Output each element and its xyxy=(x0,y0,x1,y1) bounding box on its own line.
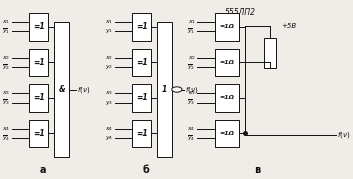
Text: 555ЛП2: 555ЛП2 xyxy=(225,8,256,17)
Bar xyxy=(29,49,48,76)
Text: $x_{3}$: $x_{3}$ xyxy=(105,89,113,97)
Text: =1: =1 xyxy=(136,22,148,31)
Text: $x_{4}$: $x_{4}$ xyxy=(2,125,11,133)
Text: в: в xyxy=(255,165,261,175)
Bar xyxy=(264,38,276,68)
Text: =1: =1 xyxy=(136,129,148,138)
Text: =1Ω: =1Ω xyxy=(219,131,234,136)
Text: $f(\nu)$: $f(\nu)$ xyxy=(185,84,198,95)
Text: $y_{2}$: $y_{2}$ xyxy=(105,63,113,71)
Bar xyxy=(215,84,239,112)
Text: $f(\nu)$: $f(\nu)$ xyxy=(337,130,351,140)
Text: +5В: +5В xyxy=(281,23,297,29)
Text: $f(\nu)$: $f(\nu)$ xyxy=(77,84,90,95)
Circle shape xyxy=(172,87,182,92)
Text: $\overline{y}_{3}$: $\overline{y}_{3}$ xyxy=(187,98,196,107)
Text: =1: =1 xyxy=(33,93,44,102)
Bar xyxy=(132,84,151,112)
Text: $x_{2}$: $x_{2}$ xyxy=(187,54,196,62)
Text: $x_{1}$: $x_{1}$ xyxy=(2,18,11,26)
Text: $x_{3}$: $x_{3}$ xyxy=(187,89,196,97)
Bar xyxy=(132,13,151,41)
Text: а: а xyxy=(40,165,46,175)
Text: б: б xyxy=(143,165,149,175)
Text: $x_{4}$: $x_{4}$ xyxy=(187,125,196,133)
Text: $\overline{y}_{4}$: $\overline{y}_{4}$ xyxy=(187,133,196,143)
Text: $x_{2}$: $x_{2}$ xyxy=(105,54,113,62)
Bar xyxy=(29,84,48,112)
Text: =1: =1 xyxy=(33,58,44,67)
Text: $y_{4}$: $y_{4}$ xyxy=(105,134,113,142)
Bar xyxy=(29,120,48,147)
Bar xyxy=(215,120,239,147)
Text: =1Ω: =1Ω xyxy=(219,60,234,65)
Bar xyxy=(54,22,69,157)
Text: &: & xyxy=(58,85,65,94)
Text: $\overline{y}_{2}$: $\overline{y}_{2}$ xyxy=(187,62,196,72)
Text: =1: =1 xyxy=(33,129,44,138)
Bar xyxy=(215,13,239,41)
Text: $\overline{y}_{4}$: $\overline{y}_{4}$ xyxy=(2,133,11,143)
Text: 1: 1 xyxy=(162,85,167,94)
Text: $\overline{y}_{2}$: $\overline{y}_{2}$ xyxy=(2,62,11,72)
Bar xyxy=(157,22,172,157)
Text: $x_{2}$: $x_{2}$ xyxy=(2,54,11,62)
Text: =1Ω: =1Ω xyxy=(219,95,234,100)
Text: $\overline{y}_{1}$: $\overline{y}_{1}$ xyxy=(187,27,196,36)
Text: $y_{3}$: $y_{3}$ xyxy=(105,98,113,107)
Text: $\overline{y}_{3}$: $\overline{y}_{3}$ xyxy=(2,98,11,107)
Bar xyxy=(29,13,48,41)
Text: $\overline{y}_{1}$: $\overline{y}_{1}$ xyxy=(2,27,11,36)
Text: =1: =1 xyxy=(136,58,148,67)
Text: =1: =1 xyxy=(136,93,148,102)
Text: =1: =1 xyxy=(33,22,44,31)
Bar xyxy=(215,49,239,76)
Text: $x_{4}$: $x_{4}$ xyxy=(105,125,113,133)
Text: $x_{1}$: $x_{1}$ xyxy=(105,18,113,26)
Text: =1Ω: =1Ω xyxy=(219,24,234,29)
Bar xyxy=(132,120,151,147)
Text: $y_{1}$: $y_{1}$ xyxy=(105,28,113,35)
Text: $x_{1}$: $x_{1}$ xyxy=(187,18,196,26)
Text: $x_{3}$: $x_{3}$ xyxy=(2,89,11,97)
Bar xyxy=(132,49,151,76)
